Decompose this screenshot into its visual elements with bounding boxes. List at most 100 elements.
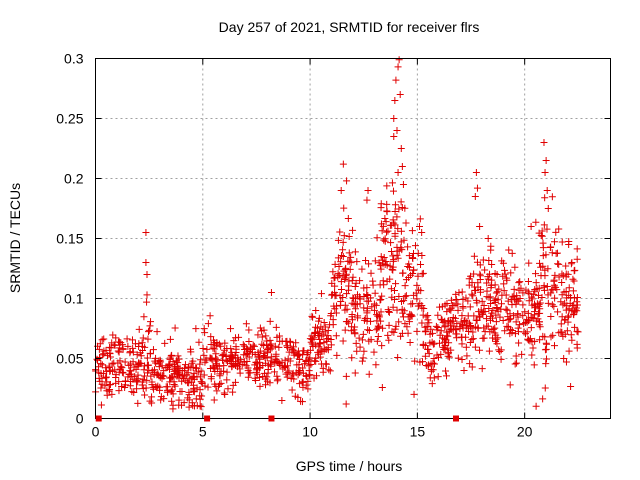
data-point [573,298,581,306]
data-point [123,335,131,343]
data-point [118,364,126,372]
data-point [315,340,323,348]
data-point [540,221,548,229]
data-point [488,261,496,269]
data-point [470,270,478,278]
data-point [473,184,481,192]
data-point [444,332,452,340]
data-point [568,307,576,315]
data-point [557,320,565,328]
data-point [490,325,498,333]
data-point [390,296,398,304]
data-point [430,374,438,382]
data-point [342,318,350,326]
data-point [340,204,348,212]
data-point [143,291,151,299]
data-point [557,298,565,306]
data-point [470,252,478,260]
data-point [255,364,263,372]
data-point [476,346,484,354]
data-point [329,268,337,276]
data-point [283,373,291,381]
data-point [144,335,152,343]
zero-markers [95,415,459,422]
data-point [489,314,497,322]
data-point [169,390,177,398]
data-point [544,265,552,273]
data-point [548,301,556,309]
data-point [547,333,555,341]
data-point [391,201,399,209]
data-point [331,273,339,281]
data-point [407,311,415,319]
data-point [128,336,136,344]
data-point [104,352,112,360]
data-point [185,403,193,411]
data-point [139,385,147,393]
data-point [573,344,581,352]
data-point [447,296,455,304]
data-point [359,330,367,338]
data-point [408,227,416,235]
data-point [209,363,217,371]
data-point [565,241,573,248]
data-point [196,360,204,368]
data-point [404,243,412,251]
data-point [125,361,133,369]
data-point [197,403,205,411]
data-point [538,293,546,301]
y-axis-label: SRMTID / TECUs [7,183,23,293]
data-point [498,291,506,299]
data-point [238,360,246,368]
data-point [330,302,338,310]
data-point [337,285,345,293]
data-point [130,363,138,371]
data-point [532,218,540,226]
data-point [496,348,504,356]
data-point [185,388,193,396]
data-point [389,187,397,195]
data-point [459,295,467,303]
data-point [436,303,444,311]
data-point [571,323,579,331]
data-point [207,373,215,381]
data-point [201,382,209,390]
data-point [422,327,430,335]
data-point [115,378,123,386]
data-point [144,328,152,336]
data-point [140,313,148,321]
data-point [536,305,544,313]
data-point [543,283,551,291]
data-point [284,355,292,363]
data-point [197,378,205,386]
zero-marker [268,415,275,422]
data-point [184,379,192,387]
data-point [220,346,228,354]
data-point [541,194,549,202]
data-point [363,196,371,204]
data-point [307,360,315,368]
data-point [505,246,513,254]
data-point [469,335,477,343]
data-point [408,312,416,320]
data-point [109,331,117,339]
data-point [407,300,415,308]
data-point [381,235,389,243]
data-point [215,362,223,370]
data-point [384,306,392,314]
data-point [208,356,216,364]
data-point [127,367,135,375]
data-point [389,257,397,265]
data-point [414,272,422,280]
x-tick-label: 5 [199,424,207,440]
data-point [540,139,548,146]
data-point [504,297,512,305]
data-point [519,289,527,297]
data-point [149,346,157,354]
data-point [227,325,235,333]
data-point [410,266,418,274]
data-point [118,383,126,391]
data-point [394,63,402,71]
data-point [414,249,422,257]
data-point [485,305,493,313]
